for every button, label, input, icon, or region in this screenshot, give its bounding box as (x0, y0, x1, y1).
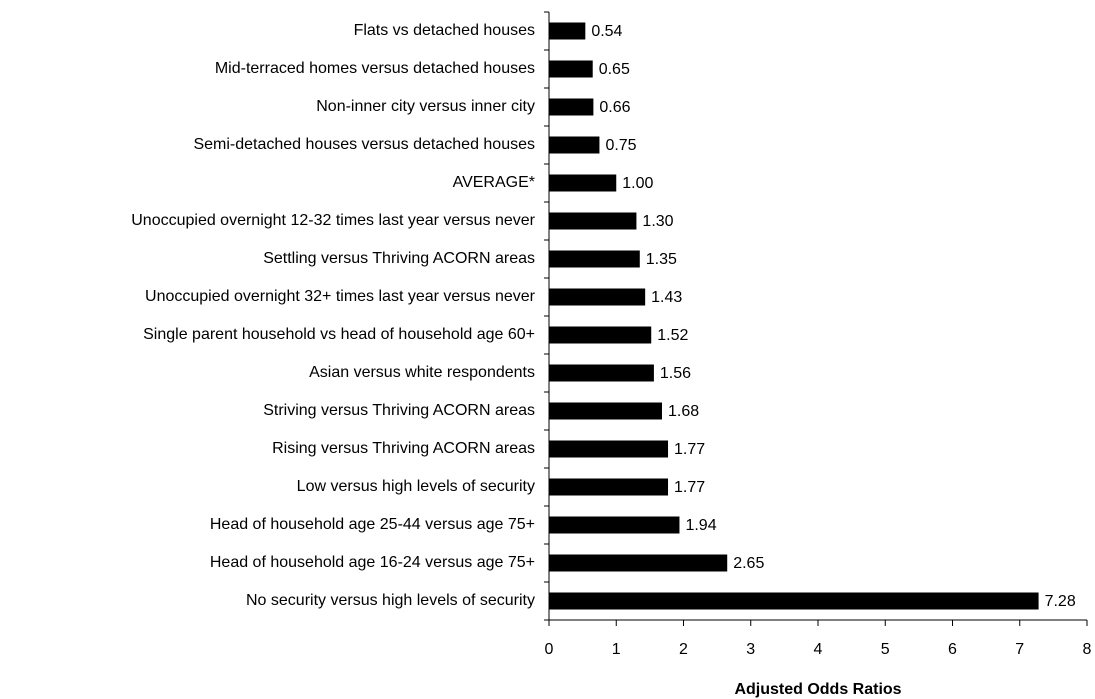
category-label-box: Semi-detached houses versus detached hou… (193, 115, 535, 175)
value-label: 0.66 (599, 99, 630, 116)
x-tick-label: 4 (814, 641, 823, 658)
value-label: 7.28 (1045, 593, 1076, 610)
category-label-box: Rising versus Thriving ACORN areas (272, 419, 535, 479)
bar (549, 592, 1039, 610)
y-tick-label: Rising versus Thriving ACORN areas (272, 440, 535, 457)
value-label: 1.52 (657, 327, 688, 344)
x-tick-label: 0 (545, 641, 554, 658)
bar (549, 174, 617, 192)
value-label: 2.65 (733, 555, 764, 572)
y-tick-label: Flats vs detached houses (353, 22, 535, 39)
bar (549, 250, 640, 268)
bar (549, 60, 593, 78)
y-tick-label: Unoccupied overnight 32+ times last year… (145, 288, 535, 305)
x-tick-label: 3 (746, 641, 755, 658)
category-label-box: Asian versus white respondents (309, 343, 535, 403)
value-label: 1.35 (646, 251, 677, 268)
value-label: 1.77 (674, 441, 705, 458)
y-tick-label: Mid-terraced homes versus detached house… (214, 60, 535, 77)
y-tick-label: Settling versus Thriving ACORN areas (263, 250, 535, 267)
value-label: 0.54 (591, 23, 622, 40)
value-label: 1.30 (642, 213, 673, 230)
x-axis-title: Adjusted Odds Ratios (734, 681, 901, 698)
y-tick-label: Semi-detached houses versus detached hou… (193, 136, 535, 153)
value-label: 1.43 (651, 289, 682, 306)
bar (549, 98, 594, 116)
category-label-box: AVERAGE* (453, 153, 535, 213)
category-label-box: Flats vs detached houses (354, 1, 535, 61)
value-label: 0.75 (605, 137, 636, 154)
y-tick-label: Single parent household vs head of house… (143, 326, 535, 343)
y-tick-label: Head of household age 25-44 versus age 7… (209, 516, 535, 533)
category-label-box: Striving versus Thriving ACORN areas (263, 381, 535, 441)
x-tick-label: 6 (948, 641, 957, 658)
x-tick-label: 2 (679, 641, 688, 658)
value-label: 1.68 (668, 403, 699, 420)
y-tick-label: Head of household age 16-24 versus age 7… (209, 554, 535, 571)
bar (549, 478, 669, 496)
x-tick-label: 5 (881, 641, 890, 658)
bar (549, 440, 669, 458)
category-label-box: Head of household age 25-44 versus age 7… (210, 495, 535, 555)
category-label-box: Low versus high levels of security (297, 457, 535, 517)
x-tick-label: 7 (1015, 641, 1024, 658)
bar (549, 516, 680, 534)
bar (549, 288, 646, 306)
x-tick-label: 8 (1083, 641, 1092, 658)
y-tick-label: Asian versus white respondents (309, 364, 535, 381)
value-label: 1.00 (622, 175, 653, 192)
category-label-box: No security versus high levels of securi… (246, 571, 535, 631)
bar (549, 136, 600, 154)
y-tick-label: AVERAGE* (452, 174, 535, 191)
bar (549, 364, 654, 382)
x-tick-label: 1 (612, 641, 621, 658)
category-label-box: Unoccupied overnight 12-32 times last ye… (131, 191, 535, 251)
value-label: 0.65 (599, 61, 630, 78)
value-label: 1.94 (685, 517, 716, 534)
bar (549, 326, 652, 344)
bar (549, 22, 586, 40)
y-tick-label: Unoccupied overnight 12-32 times last ye… (131, 212, 535, 229)
value-label: 1.77 (674, 479, 705, 496)
category-label-box: Non-inner city versus inner city (316, 77, 535, 137)
y-tick-label: Striving versus Thriving ACORN areas (263, 402, 535, 419)
y-tick-label: Non-inner city versus inner city (316, 98, 535, 115)
bar (549, 554, 728, 572)
y-tick-label: Low versus high levels of security (296, 478, 535, 495)
bar (549, 212, 637, 230)
category-label-box: Unoccupied overnight 32+ times last year… (145, 267, 535, 327)
category-label-box: Single parent household vs head of house… (143, 305, 535, 365)
value-label: 1.56 (660, 365, 691, 382)
category-label-box: Settling versus Thriving ACORN areas (263, 229, 535, 289)
bar (549, 402, 662, 420)
category-label-box: Mid-terraced homes versus detached house… (215, 39, 535, 99)
category-label-box: Head of household age 16-24 versus age 7… (210, 533, 535, 593)
y-tick-label: No security versus high levels of securi… (246, 592, 535, 609)
